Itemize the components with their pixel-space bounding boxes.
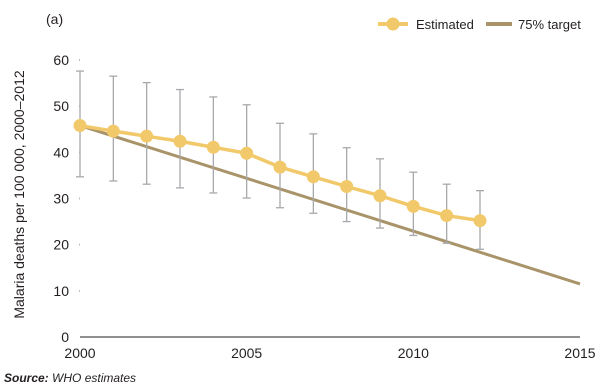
legend: Estimated 75% target — [378, 17, 581, 32]
estimated-point — [406, 199, 420, 213]
estimated-point — [240, 146, 254, 160]
panel-label: (a) — [46, 11, 64, 27]
estimated-point — [140, 129, 154, 143]
axes — [79, 59, 580, 338]
estimated-point — [340, 179, 354, 193]
estimated-point — [373, 189, 387, 203]
x-tick-label: 2005 — [231, 345, 262, 361]
estimated-point — [273, 160, 287, 174]
estimated-point — [306, 170, 320, 184]
target-series-line — [79, 124, 581, 286]
legend-label-target: 75% target — [518, 17, 581, 32]
y-tick-labels: 0 10 20 30 40 50 60 — [53, 52, 69, 345]
series-layer — [73, 70, 581, 286]
source-note: Source: WHO estimates — [4, 371, 136, 385]
legend-marker-estimated — [386, 17, 400, 31]
estimated-point — [106, 124, 120, 138]
estimated-point — [473, 214, 487, 228]
legend-label-estimated: Estimated — [416, 17, 474, 32]
estimated-point — [440, 209, 454, 223]
x-tick-labels: 2000 2005 2010 2015 — [64, 345, 595, 361]
y-tick-label: 20 — [53, 237, 69, 253]
y-tick-label: 0 — [61, 329, 69, 345]
legend-item-estimated: Estimated — [378, 17, 474, 32]
legend-item-target: 75% target — [486, 17, 581, 32]
estimated-point — [173, 134, 187, 148]
x-tick-label: 2015 — [564, 345, 595, 361]
estimated-point — [206, 140, 220, 154]
y-tick-label: 10 — [53, 283, 69, 299]
source-label: Source: — [4, 371, 49, 385]
y-axis-label: Malaria deaths per 100 000, 2000–2012 — [11, 70, 27, 319]
estimated-point — [73, 119, 87, 133]
x-tick-label: 2000 — [64, 345, 95, 361]
y-tick-label: 60 — [53, 52, 69, 68]
x-tick-label: 2010 — [398, 345, 429, 361]
y-tick-label: 40 — [53, 144, 69, 160]
y-tick-label: 30 — [53, 191, 69, 207]
y-tick-label: 50 — [53, 98, 69, 114]
source-text: WHO estimates — [52, 371, 137, 385]
